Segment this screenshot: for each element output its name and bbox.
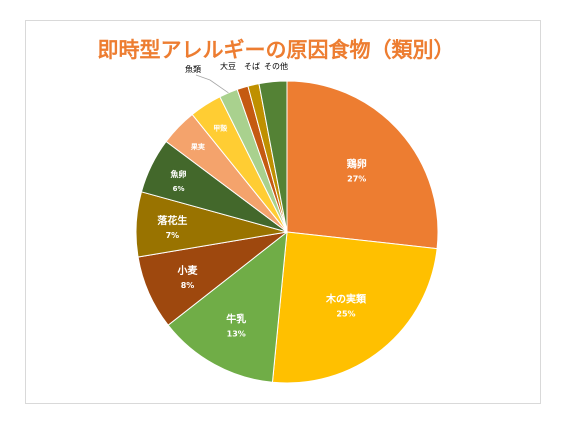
pie-slice-1 [286, 80, 439, 250]
pie-slice-12 [258, 80, 288, 233]
slice-label-9: 魚類 [185, 64, 201, 74]
slice-percent-3: 13% [227, 330, 246, 339]
pie-slice-3 [167, 230, 288, 383]
slice-label-5: 落花生 [157, 214, 187, 227]
slice-percent-4: 8% [181, 281, 195, 290]
slice-label-7: 果実 [191, 142, 205, 151]
pie-slice-2 [271, 231, 438, 384]
leader-line [195, 74, 229, 94]
pie-slices [135, 80, 439, 384]
chart-title: 即時型アレルギーの原因食物（類別） [98, 38, 455, 62]
slice-label-10: 大豆 [220, 61, 236, 71]
slice-label-8: 甲殻 [213, 124, 228, 133]
slice-label-4: 小麦 [177, 264, 199, 277]
slice-label-6: 魚卵 [171, 169, 187, 179]
slice-percent-6: 6% [173, 185, 185, 193]
slice-label-1: 鶏卵 [347, 158, 367, 171]
slice-label-2: 木の実類 [325, 293, 367, 306]
slice-label-12: その他 [264, 61, 288, 71]
slice-label-3: 牛乳 [226, 313, 246, 326]
slice-percent-5: 7% [166, 231, 180, 240]
slice-percent-2: 25% [336, 310, 355, 319]
slice-percent-1: 27% [347, 175, 366, 184]
slice-label-11: そば [244, 62, 260, 71]
